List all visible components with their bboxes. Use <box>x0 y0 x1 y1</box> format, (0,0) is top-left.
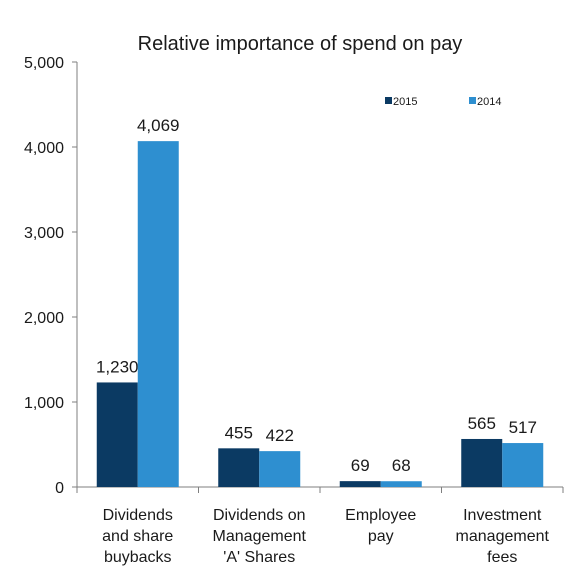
y-tick-label: 4,000 <box>24 140 64 157</box>
y-tick-label: 1,000 <box>24 395 64 412</box>
x-tick-label-line: Employee <box>345 507 416 524</box>
data-label: 565 <box>468 414 496 433</box>
data-label: 517 <box>509 418 537 437</box>
bar-2015 <box>96 382 138 487</box>
x-tick-label-line: fees <box>487 549 517 566</box>
x-tick-label-line: and share <box>102 528 173 545</box>
bar-2015 <box>461 438 503 487</box>
x-tick-label-line: Investment <box>463 507 542 524</box>
x-tick-label-line: Dividends on <box>213 507 306 524</box>
bar-2014 <box>137 141 179 487</box>
x-tick-label: Dividends and share buybacks <box>102 507 173 566</box>
chart-title: Relative importance of spend on pay <box>138 33 463 55</box>
x-tick-label: Dividends on Management 'A' Shares <box>213 507 307 566</box>
legend-swatch-2015 <box>385 97 392 104</box>
x-tick-label-line: management <box>456 528 550 545</box>
y-tick-label: 3,000 <box>24 225 64 242</box>
data-label: 4,069 <box>137 116 180 135</box>
y-tick-label: 2,000 <box>24 310 64 327</box>
legend-label: 2015 <box>393 96 417 108</box>
x-tick-label-line: 'A' Shares <box>223 549 295 566</box>
data-label: 455 <box>225 423 253 442</box>
y-tick-label: 0 <box>55 480 64 497</box>
x-tick-label: Employee pay <box>345 507 416 545</box>
data-label: 422 <box>266 426 294 445</box>
x-tick-label: Investment management fees <box>456 507 550 566</box>
data-label: 69 <box>351 456 370 475</box>
bar-2015 <box>339 481 381 487</box>
plot-area: 0 1,000 2,000 3,000 4,000 5,000 1,230 4,069 Divi… <box>24 55 564 566</box>
x-tick-label-line: pay <box>368 528 394 545</box>
x-tick-label-line: Management <box>213 528 307 545</box>
y-tick-label: 5,000 <box>24 55 64 72</box>
data-label: 1,230 <box>96 357 139 376</box>
data-label: 68 <box>392 456 411 475</box>
legend-label: 2014 <box>477 96 501 108</box>
legend-swatch-2014 <box>469 97 476 104</box>
x-tick-label-line: buybacks <box>104 549 172 566</box>
bar-2015 <box>218 448 260 487</box>
bar-2014 <box>259 451 301 487</box>
x-tick-label-line: Dividends <box>103 507 173 524</box>
bar-2014 <box>380 481 422 487</box>
bar-2014 <box>502 443 544 487</box>
